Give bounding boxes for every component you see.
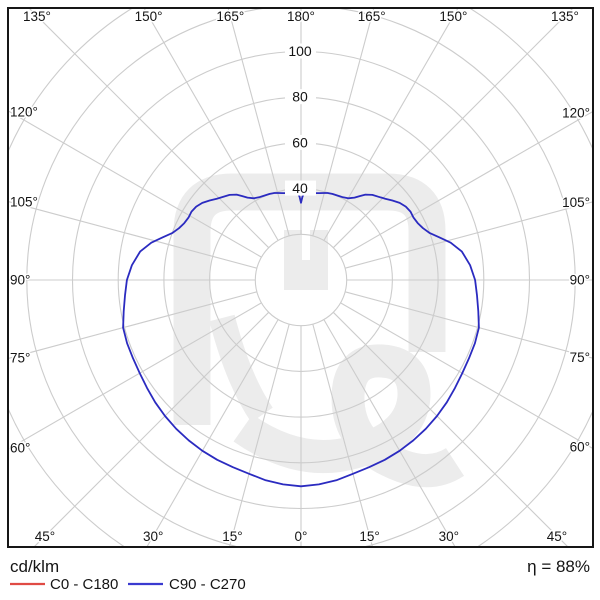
tick-label-mask: [285, 43, 316, 59]
grid-spoke-345: [229, 323, 290, 546]
grid-spoke-105: [344, 201, 592, 269]
grid-spoke-330: [146, 319, 279, 546]
angle-label-75-right: 75°: [570, 350, 590, 365]
angle-label-60-left: 60°: [10, 441, 30, 456]
angle-label-135-right: 135°: [551, 9, 579, 24]
unit-label: cd/klm: [10, 557, 59, 576]
angle-label-150-left: 150°: [135, 9, 163, 24]
angle-label-120-left: 120°: [10, 105, 38, 120]
radial-tick-label-80: 80: [292, 89, 308, 105]
tick-label-mask: [285, 134, 316, 150]
grid-spoke-75: [344, 291, 592, 359]
legend-label-c0-c180: C0 - C180: [50, 576, 118, 593]
legend-label-c90-c270: C90 - C270: [169, 576, 246, 593]
angle-label-45-left: 45°: [35, 529, 55, 544]
angle-label-120-right: 120°: [562, 106, 590, 121]
grid-spoke-210: [143, 9, 279, 241]
angle-label-90-left: 90°: [10, 273, 30, 288]
tick-label-mask: [285, 180, 316, 196]
grid-spoke-30: [323, 319, 456, 546]
angle-label-135-left: 135°: [23, 9, 51, 24]
angle-label-45-right: 45°: [547, 529, 567, 544]
grid-spoke-240: [9, 110, 262, 258]
angle-label-165-right: 165°: [358, 9, 386, 24]
angle-label-105-right: 105°: [562, 195, 590, 210]
angle-label-30-left: 30°: [143, 529, 163, 544]
angle-label-60-right: 60°: [570, 439, 590, 454]
angle-label-150-right: 150°: [439, 9, 467, 24]
radial-tick-label-40: 40: [292, 180, 308, 196]
angle-label-0-right: 0°: [295, 529, 308, 544]
grid-spoke-225: [29, 9, 270, 249]
angle-label-105-left: 105°: [10, 195, 38, 210]
grid-spoke-300: [9, 302, 262, 450]
angle-label-75-left: 75°: [10, 351, 30, 366]
grid-spoke-150: [323, 9, 459, 241]
axis-labels: 40 60 80 100 0° 15° 15° 30° 30° 45° 45° 60° 60° 75° 75…: [9, 8, 592, 546]
angle-label-30-right: 30°: [439, 529, 459, 544]
grid-spoke-165: [312, 9, 375, 237]
grid-spoke-15: [312, 323, 373, 546]
efficiency-label: η = 88%: [527, 557, 590, 576]
tick-label-mask: [285, 89, 316, 105]
angle-label-165-left: 165°: [216, 9, 244, 24]
grid-spoke-255: [9, 201, 258, 269]
grid-spoke-120: [340, 111, 592, 258]
radial-tick-label-60: 60: [292, 134, 308, 150]
chart-border: [7, 7, 594, 548]
grid-spoke-195: [227, 9, 290, 237]
grid-spoke-315: [34, 311, 270, 546]
grid-spoke-135: [332, 9, 573, 249]
angle-label-90-right: 90°: [570, 273, 590, 288]
grid-spoke-60: [340, 302, 592, 449]
legend: cd/klm η = 88% C0 - C180 C90 - C270: [9, 556, 592, 595]
grid-spoke-285: [9, 291, 258, 359]
angle-label-15-right: 15°: [359, 529, 379, 544]
grid-spoke-45: [332, 311, 568, 546]
angle-label-180-right: 180°: [287, 9, 315, 24]
angle-label-15-left: 15°: [222, 529, 242, 544]
radial-tick-label-100: 100: [288, 43, 312, 59]
distribution-curve-c90-c270: [122, 192, 480, 488]
